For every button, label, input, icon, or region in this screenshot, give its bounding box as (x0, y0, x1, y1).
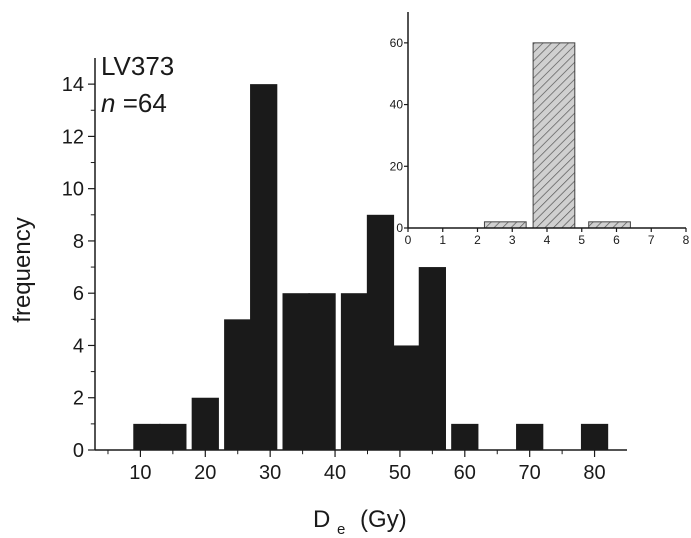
y-axis-title: frequency (9, 217, 36, 322)
inset-y-tick-label: 20 (390, 159, 404, 173)
main-bar-2 (191, 397, 219, 450)
x-tick-label: 60 (454, 462, 476, 484)
inset-bar-0 (483, 221, 527, 229)
x-axis-title: D e (Gy) (313, 506, 407, 538)
x-tick-label: 10 (129, 462, 151, 484)
main-bar-12 (516, 423, 544, 450)
y-tick-label: 14 (62, 74, 84, 96)
main-bar-5 (282, 293, 310, 450)
inset-x-tick-label: 1 (439, 233, 446, 247)
inset-y-tick-label: 40 (390, 98, 404, 112)
inset-x-tick-label: 3 (509, 233, 516, 247)
x-tick-label: 30 (259, 462, 281, 484)
sample-count-label: n =64 (101, 88, 167, 118)
main-axes (88, 58, 627, 457)
inset-ticks: 0 1 2 3 4 5 6 7 8 0 20 40 60 (390, 36, 690, 247)
inset-x-tick-label: 4 (544, 233, 551, 247)
inset-bar-1 (532, 42, 576, 229)
inset-histogram: 0 1 2 3 4 5 6 7 8 0 20 40 60 (390, 10, 690, 247)
inset-y-tick-label: 60 (390, 36, 404, 50)
x-tick-label: 40 (324, 462, 346, 484)
inset-x-tick-label: 2 (474, 233, 481, 247)
x-tick-label: 50 (389, 462, 411, 484)
x-tick-label: 70 (519, 462, 541, 484)
main-bar-4 (250, 84, 278, 450)
x-tick-label: 80 (583, 462, 605, 484)
main-bar-0 (133, 423, 161, 450)
y-tick-label: 8 (73, 231, 84, 253)
main-bar-8 (366, 214, 395, 450)
sample-count-value: =64 (123, 88, 167, 118)
inset-y-tick-label: 0 (396, 221, 403, 235)
sample-count-n: n (101, 88, 115, 118)
inset-bar-2 (588, 221, 631, 229)
inset-axes (404, 12, 687, 232)
main-bar-9 (392, 345, 421, 450)
main-bar-10 (418, 267, 446, 450)
main-bar-3 (224, 319, 252, 450)
y-tick-label: 2 (73, 388, 84, 410)
y-tick-label: 12 (62, 126, 84, 148)
inset-x-tick-label: 7 (648, 233, 655, 247)
main-bar-1 (159, 423, 187, 450)
main-bar-7 (340, 293, 369, 450)
main-bar-11 (451, 423, 479, 450)
x-axis-title-subscript: e (337, 521, 345, 538)
x-axis-title-main: D (313, 506, 330, 533)
inset-x-tick-label: 5 (578, 233, 585, 247)
inset-x-tick-label: 6 (613, 233, 620, 247)
main-bar-6 (308, 293, 336, 450)
inset-x-tick-label: 0 (405, 233, 412, 247)
y-tick-label: 10 (62, 179, 84, 201)
y-tick-label: 0 (73, 440, 84, 462)
x-axis-title-unit: (Gy) (360, 506, 407, 533)
y-tick-label: 6 (73, 283, 84, 305)
sample-label: LV373 (101, 51, 174, 81)
x-tick-label: 20 (194, 462, 216, 484)
y-tick-label: 4 (73, 335, 84, 357)
main-bars (133, 84, 609, 450)
main-bar-13 (580, 423, 609, 450)
inset-x-tick-label: 8 (683, 233, 690, 247)
